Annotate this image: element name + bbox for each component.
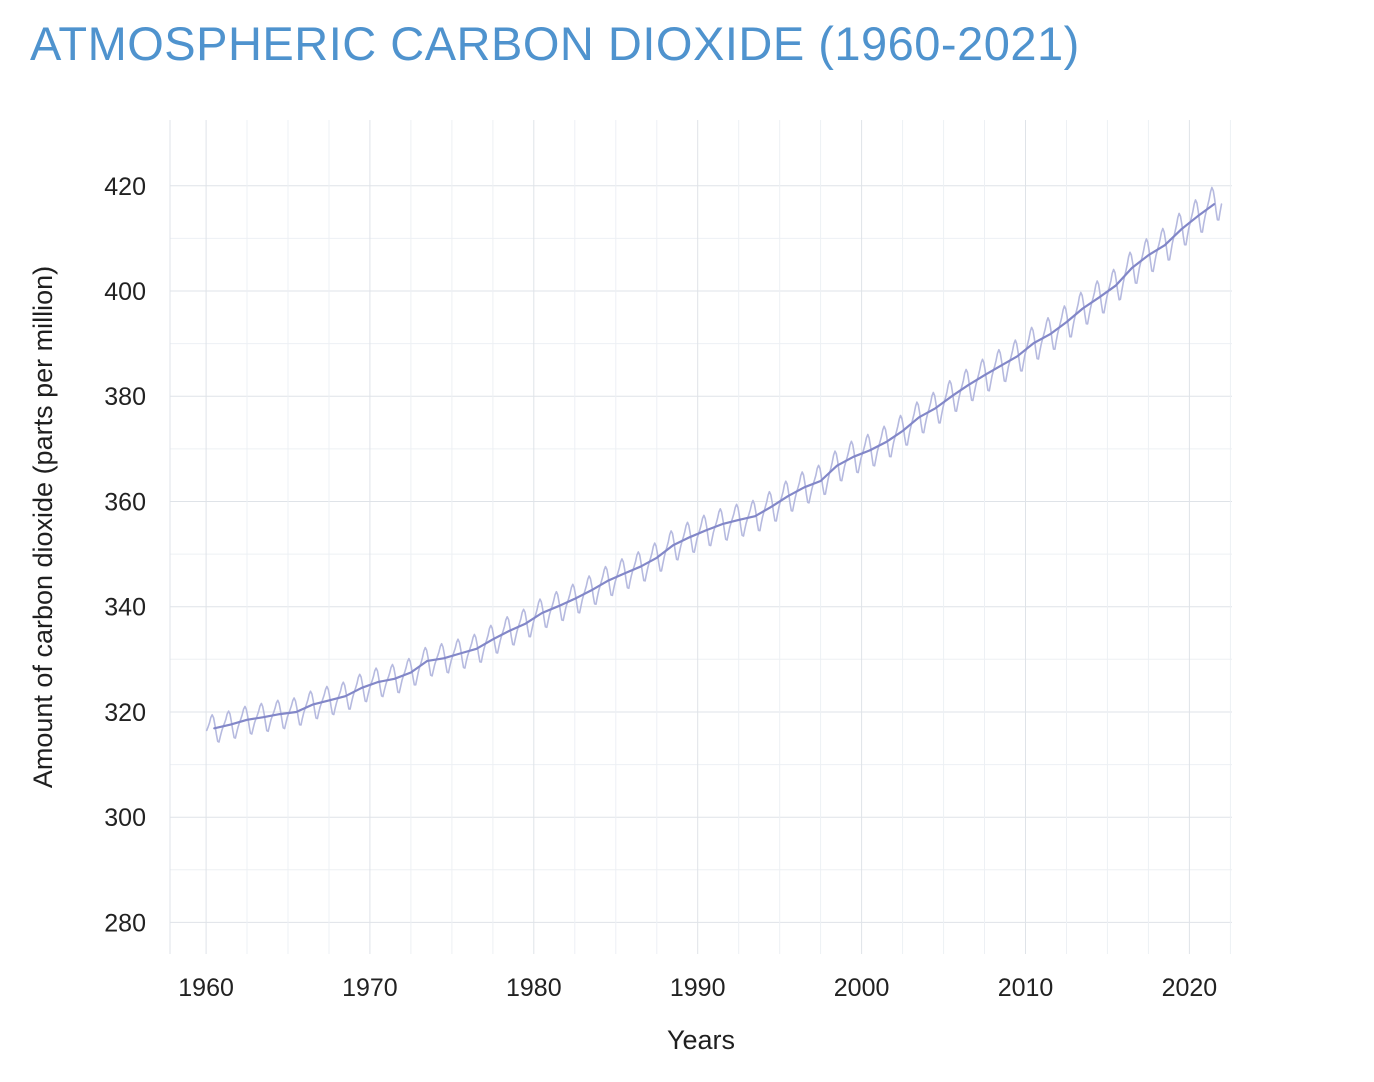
x-tick-label: 2020 (1162, 974, 1218, 1002)
y-tick-label: 320 (104, 699, 146, 727)
y-tick-label: 420 (104, 173, 146, 201)
trend-line (213, 203, 1216, 730)
y-tick-label: 360 (104, 489, 146, 517)
grid-lines (169, 120, 1232, 954)
x-tick-labels: 1960 1970 1980 1990 2000 2010 2020 (178, 974, 1217, 1002)
x-tick-label: 1980 (506, 974, 562, 1002)
y-tick-label: 340 (104, 594, 146, 622)
y-tick-labels: 280 300 320 340 360 380 400 420 (104, 173, 146, 938)
y-tick-label: 380 (104, 383, 146, 411)
co2-line-chart-svg: 1960 1970 1980 1990 2000 2010 2020 280 300 320 340… (28, 120, 1232, 1055)
y-tick-label: 280 (104, 909, 146, 937)
x-tick-label: 1990 (670, 974, 726, 1002)
y-tick-label: 300 (104, 804, 146, 832)
y-axis-label: Amount of carbon dioxide (parts per mill… (28, 266, 58, 788)
line-chart: 1960 1970 1980 1990 2000 2010 2020 280 300 320 340… (0, 92, 1374, 1082)
x-tick-label: 2000 (834, 974, 890, 1002)
x-tick-label: 1970 (342, 974, 398, 1002)
y-tick-label: 400 (104, 278, 146, 306)
x-tick-label: 1960 (178, 974, 234, 1002)
seasonal-line (205, 186, 1223, 743)
x-axis-label: Years (667, 1025, 735, 1055)
y-axis-title: Amount of carbon dioxide (parts per mill… (28, 266, 58, 788)
chart-title: ATMOSPHERIC CARBON DIOXIDE (1960-2021) (30, 17, 1080, 70)
x-tick-label: 2010 (998, 974, 1054, 1002)
x-axis-title: Years (667, 1025, 735, 1055)
